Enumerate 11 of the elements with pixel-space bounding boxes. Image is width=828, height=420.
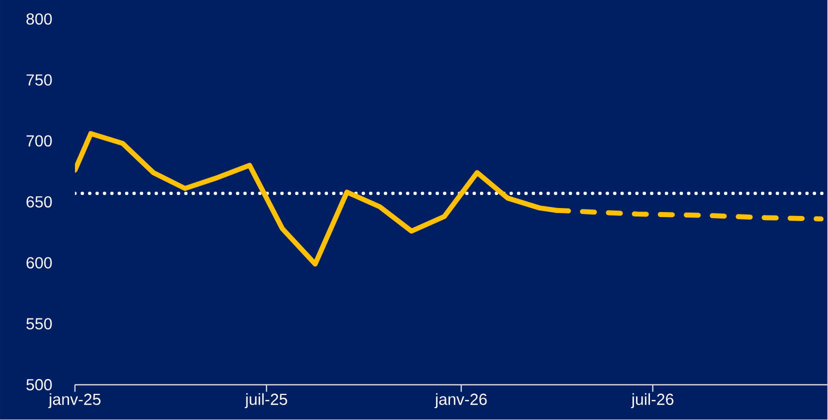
y-tick-label: 700 [26, 135, 52, 147]
y-tick-label: 600 [26, 257, 52, 269]
y-tick-label: 800 [26, 13, 52, 25]
x-tick-label: janv-26 [434, 393, 487, 408]
x-tick-label: juil-25 [244, 393, 288, 408]
y-tick-label: 650 [26, 196, 52, 208]
y-tick-label: 550 [26, 318, 52, 330]
x-tick-label: janv-25 [48, 393, 100, 408]
y-tick-label: 750 [26, 74, 52, 86]
y-tick-label: 500 [26, 379, 52, 391]
x-tick-label: juil-26 [631, 393, 674, 408]
